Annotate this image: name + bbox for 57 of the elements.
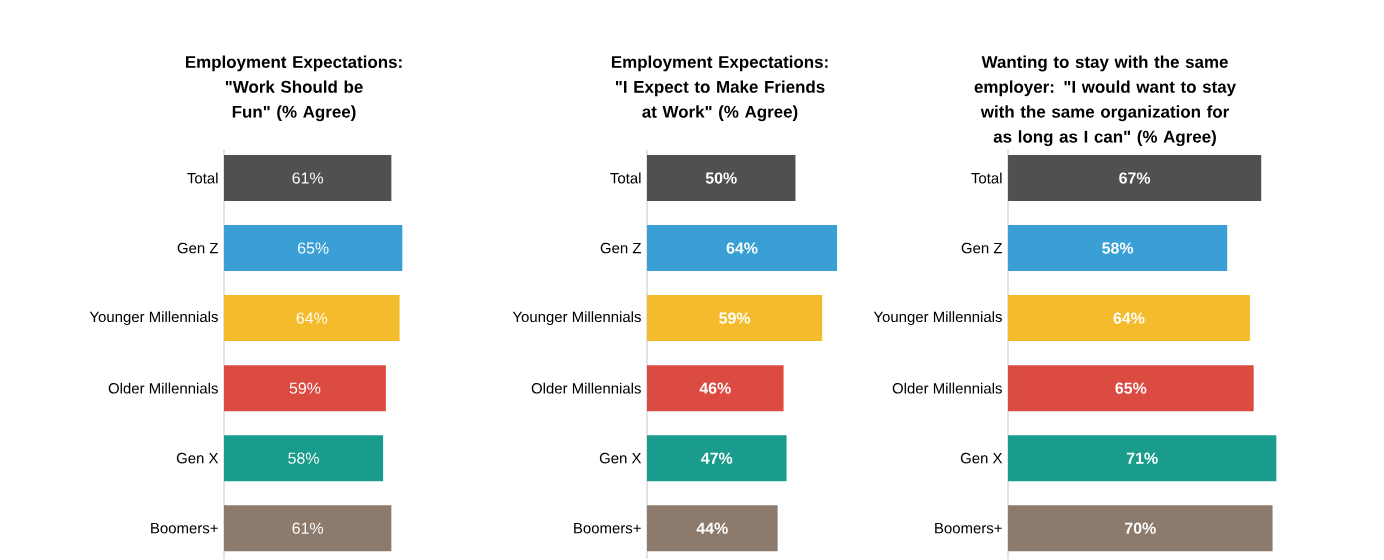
y-tick-label: Gen X xyxy=(176,453,219,464)
bar xyxy=(647,225,838,272)
bar xyxy=(1008,155,1262,202)
y-tick-label: Boomers+ xyxy=(574,523,641,534)
y-tick-label: Total xyxy=(971,172,1002,184)
y-tick-label: Gen Z xyxy=(600,242,641,254)
y-tick-label: Younger Millennials xyxy=(89,311,218,326)
data-label: 50% xyxy=(705,172,737,184)
chart-title: Employment Expectations: "Work Should be Fun" (% Agree) xyxy=(185,55,402,122)
chart-title: Wanting to stay with the same employer: "I would want to stay with the same organization for as long as I can" (% Agree) xyxy=(974,55,1236,147)
bar xyxy=(224,505,392,552)
y-tick-label: Total xyxy=(610,172,641,184)
data-label: 59% xyxy=(719,312,751,324)
bar xyxy=(224,365,386,412)
y-tick-label: Gen X xyxy=(960,453,1003,464)
data-label: 44% xyxy=(696,522,728,534)
bar xyxy=(1008,295,1250,342)
data-label: 67% xyxy=(1119,172,1151,184)
data-label: 65% xyxy=(1115,382,1147,394)
data-label: 59% xyxy=(289,382,321,394)
y-tick-label: Boomers+ xyxy=(151,523,218,534)
bar xyxy=(224,155,392,202)
data-label: 64% xyxy=(296,312,328,324)
bar xyxy=(224,435,384,482)
data-label: 64% xyxy=(726,242,758,254)
data-label: 58% xyxy=(1102,242,1134,254)
bar xyxy=(224,295,400,342)
y-tick-label: Gen X xyxy=(599,453,642,464)
y-tick-label: Older Millennials xyxy=(108,382,218,394)
y-tick-label: Gen Z xyxy=(177,242,218,254)
bar xyxy=(647,365,784,412)
y-tick-label: Gen Z xyxy=(961,242,1002,254)
bar xyxy=(647,155,796,202)
data-label: 61% xyxy=(292,522,324,534)
bar xyxy=(647,505,778,552)
bar xyxy=(224,225,403,272)
y-tick-label: Younger Millennials xyxy=(873,311,1002,326)
data-label: 71% xyxy=(1126,452,1158,464)
data-label: 65% xyxy=(298,242,329,254)
data-label: 61% xyxy=(292,172,324,184)
y-tick-label: Older Millennials xyxy=(892,382,1002,394)
y-tick-label: Older Millennials xyxy=(531,382,641,394)
data-label: 46% xyxy=(699,382,731,394)
bar xyxy=(1008,435,1277,482)
bar xyxy=(647,435,787,482)
y-tick-label: Younger Millennials xyxy=(512,311,641,326)
bar xyxy=(1008,365,1254,412)
data-label: 64% xyxy=(1113,312,1145,324)
chart-title: Employment Expectations: "I Expect to Make Friends at Work" (% Agree) xyxy=(611,55,828,122)
bar xyxy=(1008,225,1228,272)
y-tick-label: Total xyxy=(187,172,218,184)
data-label: 58% xyxy=(288,452,319,464)
bar xyxy=(1008,505,1273,552)
data-label: 70% xyxy=(1125,522,1156,534)
bar xyxy=(647,295,823,342)
y-tick-label: Boomers+ xyxy=(935,523,1002,534)
data-label: 47% xyxy=(701,452,733,464)
